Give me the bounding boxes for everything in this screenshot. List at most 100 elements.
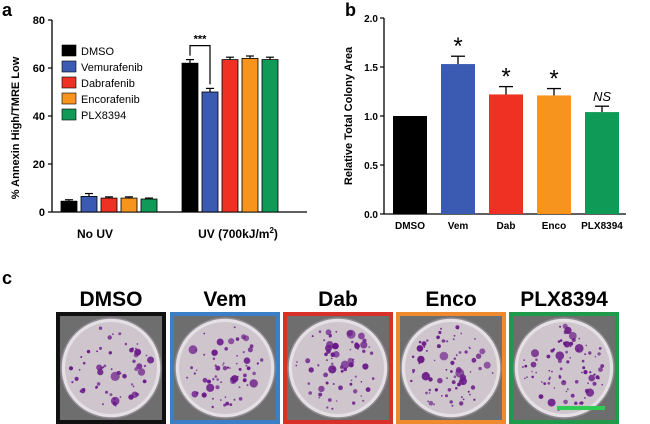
colony bbox=[102, 366, 105, 369]
colony bbox=[460, 396, 463, 399]
colony bbox=[524, 377, 526, 380]
colony bbox=[425, 349, 428, 352]
colony bbox=[216, 378, 219, 381]
colony bbox=[122, 373, 127, 379]
colony bbox=[230, 377, 237, 385]
colony bbox=[247, 347, 253, 353]
colony bbox=[566, 388, 569, 391]
colony bbox=[368, 346, 371, 348]
colony bbox=[565, 350, 568, 354]
colony bbox=[214, 375, 218, 378]
colony bbox=[235, 337, 240, 341]
colony bbox=[349, 348, 352, 351]
colony bbox=[440, 395, 443, 397]
colony bbox=[249, 344, 254, 349]
colony bbox=[328, 365, 337, 374]
colony bbox=[555, 351, 565, 361]
colony bbox=[353, 389, 358, 394]
colony bbox=[469, 371, 472, 373]
colony bbox=[242, 351, 245, 354]
colony bbox=[358, 332, 365, 340]
colony bbox=[458, 380, 461, 383]
colony bbox=[581, 371, 583, 374]
colony bbox=[437, 377, 443, 384]
colony bbox=[100, 367, 103, 370]
colony bbox=[74, 376, 79, 381]
colony bbox=[570, 393, 575, 398]
colony bbox=[308, 391, 313, 395]
colony bbox=[558, 375, 562, 379]
chart-b-ytick-label: 0.5 bbox=[364, 161, 378, 172]
colony bbox=[318, 392, 323, 397]
chart-b-xtick-label-plx8394: PLX8394 bbox=[581, 221, 623, 232]
chart-a-legend-swatch-encorafenib bbox=[61, 92, 77, 105]
chart-b-ytick-label: 2.0 bbox=[364, 14, 378, 25]
colony bbox=[598, 367, 603, 372]
plate-label-dmso: DMSO bbox=[80, 288, 143, 311]
colony bbox=[328, 336, 331, 338]
colony bbox=[479, 348, 486, 355]
chart-b-significance-dab: * bbox=[501, 64, 510, 91]
colony bbox=[212, 357, 216, 361]
colony bbox=[426, 339, 429, 342]
colony bbox=[449, 400, 453, 404]
colony bbox=[453, 357, 456, 360]
colony bbox=[569, 357, 571, 359]
colony bbox=[530, 361, 537, 368]
colony bbox=[331, 362, 334, 365]
colony bbox=[434, 388, 438, 392]
chart-a-legend-label-dmso: DMSO bbox=[81, 46, 114, 58]
colony bbox=[340, 369, 344, 373]
chart-a-group-label-0: No UV bbox=[77, 227, 113, 241]
colony bbox=[531, 375, 534, 379]
chart-b-bar-dmso bbox=[393, 116, 427, 214]
colony bbox=[212, 378, 215, 381]
colony bbox=[109, 393, 113, 397]
colony bbox=[589, 371, 592, 374]
colony bbox=[564, 326, 572, 334]
colony bbox=[246, 384, 249, 387]
colony bbox=[464, 350, 468, 354]
chart-a-bar-dmso-1 bbox=[181, 62, 199, 213]
chart-a-legend-swatch-vemurafenib bbox=[61, 60, 77, 73]
colony bbox=[446, 340, 449, 343]
chart-a-group-label-1-sup: 2 bbox=[269, 226, 274, 235]
colony bbox=[428, 388, 432, 392]
colony bbox=[450, 370, 453, 373]
colony bbox=[110, 396, 120, 406]
colony bbox=[559, 325, 562, 328]
colony bbox=[598, 347, 602, 350]
colony bbox=[543, 382, 547, 385]
colony bbox=[455, 354, 458, 357]
colony bbox=[350, 379, 353, 382]
colony bbox=[195, 369, 198, 372]
colony bbox=[190, 366, 194, 370]
colony bbox=[229, 367, 231, 369]
colony bbox=[241, 334, 246, 340]
colony bbox=[588, 374, 595, 382]
colony bbox=[129, 347, 134, 353]
colony bbox=[483, 361, 491, 369]
colony bbox=[206, 383, 215, 392]
colony bbox=[325, 381, 329, 385]
colony bbox=[461, 382, 464, 385]
colony bbox=[535, 371, 537, 374]
colony bbox=[136, 363, 143, 370]
colony bbox=[214, 364, 217, 367]
colony bbox=[86, 349, 91, 354]
colony bbox=[68, 366, 74, 371]
chart-b-xtick-label-dmso: DMSO bbox=[395, 221, 425, 232]
colony bbox=[418, 340, 422, 344]
colony bbox=[416, 345, 424, 352]
chart-a-ytick-label: 80 bbox=[33, 15, 45, 27]
chart-a-ytick-label: 20 bbox=[33, 159, 45, 171]
colony bbox=[440, 327, 442, 330]
plate-medium-dab bbox=[292, 322, 384, 414]
colony bbox=[335, 330, 338, 333]
colony bbox=[215, 365, 221, 371]
chart-a-bar-dabrafenib-1 bbox=[221, 59, 239, 213]
colony bbox=[339, 365, 344, 369]
colony bbox=[137, 368, 146, 376]
colony bbox=[135, 347, 137, 350]
plate-medium-enco bbox=[405, 322, 497, 414]
